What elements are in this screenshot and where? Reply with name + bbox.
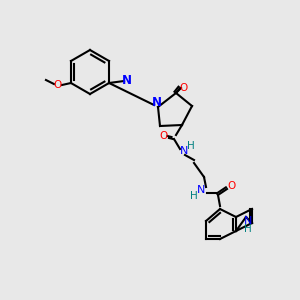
Text: N: N bbox=[244, 216, 252, 226]
Text: O: O bbox=[54, 80, 62, 90]
Text: O: O bbox=[227, 181, 235, 191]
Text: H: H bbox=[187, 141, 195, 151]
Text: N: N bbox=[180, 146, 188, 156]
Text: N: N bbox=[122, 74, 132, 86]
Text: O: O bbox=[179, 83, 187, 93]
Text: N: N bbox=[197, 185, 205, 195]
Text: H: H bbox=[244, 224, 252, 234]
Text: H: H bbox=[190, 191, 198, 201]
Text: N: N bbox=[152, 95, 162, 109]
Text: O: O bbox=[160, 131, 168, 141]
